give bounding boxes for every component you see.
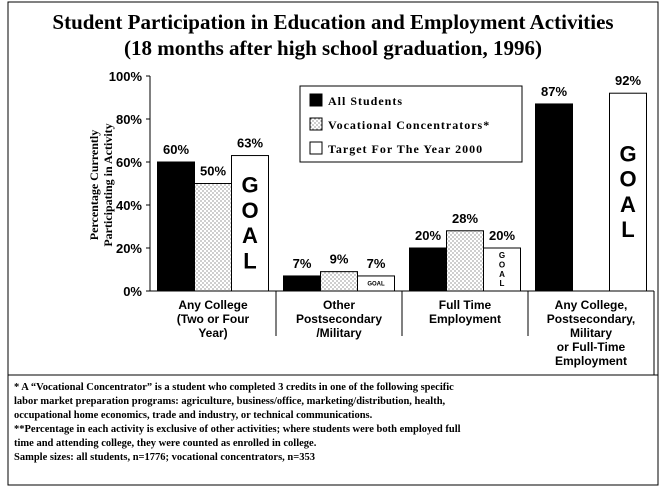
bar (609, 92, 647, 292)
bar (283, 275, 321, 292)
x-tick-label: Full Time Employment (429, 298, 501, 326)
legend-label: All Students (328, 94, 403, 108)
bar (535, 103, 573, 292)
data-label: 20% (415, 228, 441, 243)
bar (194, 183, 232, 292)
data-label: 50% (200, 164, 226, 179)
bar (157, 161, 195, 292)
data-label: 87% (541, 84, 567, 99)
legend-label: Target For The Year 2000 (328, 142, 483, 156)
x-tick-label: Other Postsecondary/Military (296, 298, 382, 340)
y-tick-label: 100% (109, 69, 143, 84)
legend-swatch (309, 117, 323, 131)
data-label: 7% (367, 256, 386, 271)
bar (446, 230, 484, 292)
data-label: 60% (163, 142, 189, 157)
footnote: occupational home economics, trade and i… (14, 410, 373, 421)
y-tick-label: 40% (116, 198, 142, 213)
frame (7, 1, 659, 486)
chart-subtitle: (18 months after high school graduation,… (124, 36, 542, 60)
footnote: time and attending college, they were co… (14, 438, 317, 449)
chart-title: Student Participation in Education and E… (52, 10, 613, 34)
data-label: 28% (452, 211, 478, 226)
x-tick-label: Any College, Postsecondary, Military or Ful… (547, 298, 635, 368)
bar (483, 247, 521, 292)
legend-label: Vocational Concentrators* (328, 118, 490, 132)
y-tick-label: 0% (123, 284, 142, 299)
y-tick-label: 20% (116, 241, 142, 256)
bar (409, 247, 447, 292)
footnote: Sample sizes: all students, n=1776; voca… (14, 452, 315, 463)
footnote: * A “Vocational Concentrator” is a stude… (14, 382, 454, 393)
y-tick-label: 80% (116, 112, 142, 127)
data-label: 20% (489, 228, 515, 243)
data-label: 7% (293, 256, 312, 271)
data-label: 9% (330, 252, 349, 267)
bar (231, 155, 269, 292)
x-tick-label: Any College (Two or Four Year) (177, 298, 250, 340)
footnote: **Percentage in each activity is exclusi… (14, 424, 461, 435)
footnote: labor market preparation programs: agric… (14, 396, 446, 407)
legend-swatch (309, 93, 323, 107)
y-axis-label: Participating in Activity (101, 123, 115, 246)
y-axis-label: Percentage Currently (87, 130, 101, 241)
y-tick-label: 60% (116, 155, 142, 170)
bar (320, 271, 358, 292)
legend-swatch (309, 141, 323, 155)
legend-box (299, 85, 523, 163)
data-label: 92% (615, 73, 641, 88)
bar (357, 275, 395, 292)
data-label: 63% (237, 136, 263, 151)
goal-annotation: GOAL (367, 281, 385, 287)
